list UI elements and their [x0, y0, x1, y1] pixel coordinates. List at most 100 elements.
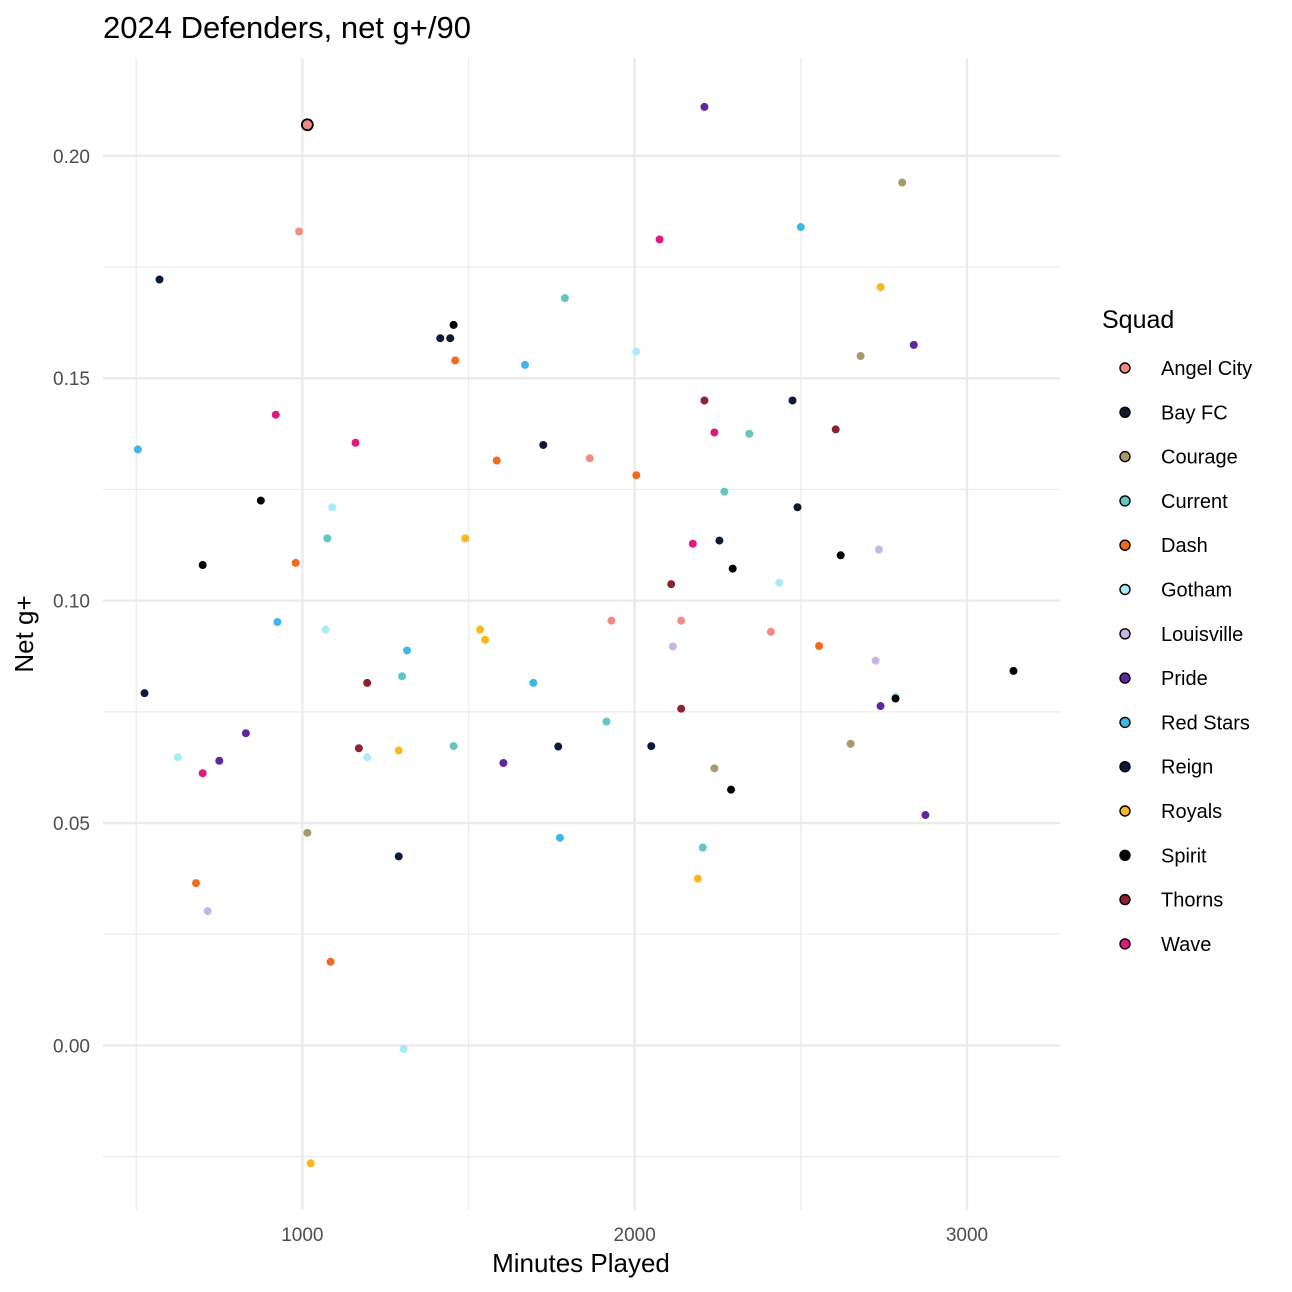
point-dash: [815, 642, 824, 651]
point-dash: [291, 558, 300, 567]
legend-title: Squad: [1102, 306, 1174, 334]
point-gotham: [321, 625, 330, 634]
point-gotham: [328, 503, 337, 512]
point-pride: [215, 756, 224, 765]
y-tick-label: 0.00: [53, 1036, 90, 1057]
legend-key-spirit: [1119, 849, 1131, 861]
x-tick-label: 3000: [946, 1225, 988, 1246]
point-red-stars: [521, 360, 530, 369]
grid-minor-lines: [103, 58, 1060, 1210]
point-thorns: [700, 396, 709, 405]
point-royals: [876, 283, 885, 292]
point-royals: [461, 534, 470, 543]
point-wave: [688, 539, 697, 548]
point-gotham: [363, 753, 372, 762]
point-gotham: [399, 1044, 408, 1053]
legend-label-red-stars: Red Stars: [1161, 712, 1250, 734]
legend-label-courage: Courage: [1161, 447, 1238, 469]
y-axis-title: Net g+: [9, 595, 39, 672]
point-dash: [326, 957, 335, 966]
data-points: [133, 102, 1018, 1168]
x-axis-title: Minutes Played: [492, 1248, 670, 1278]
point-current: [720, 487, 729, 496]
point-angel-city: [607, 616, 616, 625]
point-louisville: [668, 642, 677, 651]
point-reign: [647, 742, 656, 751]
point-angel-city: [295, 227, 304, 236]
point-thorns: [667, 580, 676, 589]
legend-label-current: Current: [1161, 491, 1228, 513]
point-spirit: [449, 320, 458, 329]
y-axis-tick-labels: 0.00 0.05 0.10 0.15 0.20: [53, 147, 90, 1058]
point-dash: [632, 471, 641, 480]
legend-label-dash: Dash: [1161, 535, 1208, 557]
point-red-stars: [796, 223, 805, 232]
legend-key-thorns: [1119, 893, 1131, 906]
point-spirit: [728, 564, 737, 573]
point-spirit: [891, 694, 900, 703]
point-wave: [655, 235, 664, 244]
legend-key-reign: [1119, 761, 1131, 773]
point-thorns: [677, 704, 686, 713]
point-royals: [481, 635, 490, 644]
legend-key-dash: [1119, 539, 1131, 551]
point-bay-fc: [446, 334, 455, 343]
point-thorns: [831, 425, 840, 434]
x-tick-label: 1000: [281, 1225, 323, 1246]
point-spirit: [256, 496, 265, 505]
y-tick-label: 0.15: [53, 369, 90, 390]
point-current: [698, 843, 707, 852]
point-royals: [394, 746, 403, 755]
point-current: [449, 742, 458, 751]
point-bay-fc: [715, 536, 724, 545]
highlighted-point: [300, 118, 314, 132]
point-pride: [499, 758, 508, 767]
point-dash: [192, 879, 201, 888]
point-louisville: [871, 656, 880, 665]
legend-key-angel-city: [1119, 362, 1131, 374]
point-current: [323, 534, 332, 543]
point-louisville: [874, 545, 883, 554]
point-courage: [303, 828, 312, 837]
point-courage: [846, 739, 855, 748]
legend-key-wave: [1119, 938, 1131, 950]
point-current: [398, 672, 407, 681]
point-gotham: [632, 347, 641, 356]
point-pride: [700, 102, 709, 111]
point-angel-city: [766, 627, 775, 636]
point-red-stars: [273, 617, 282, 626]
y-tick-label: 0.20: [53, 147, 90, 168]
point-angel-city: [677, 616, 686, 625]
y-tick-label: 0.05: [53, 814, 90, 835]
point-gotham: [173, 753, 182, 762]
legend-key-bay-fc: [1119, 406, 1131, 418]
point-spirit: [198, 561, 207, 570]
legend-label-royals: Royals: [1161, 801, 1222, 823]
legend-label-angel-city: Angel City: [1161, 358, 1252, 380]
point-pride: [909, 340, 918, 349]
point-royals: [476, 625, 485, 634]
point-courage: [898, 178, 907, 187]
legend-key-pride: [1119, 672, 1131, 684]
point-reign: [554, 742, 563, 751]
point-royals: [693, 874, 702, 883]
point-wave: [198, 769, 207, 778]
point-reign: [155, 275, 164, 284]
point-bay-fc: [539, 440, 548, 449]
point-pride: [241, 729, 250, 738]
point-louisville: [203, 907, 212, 916]
point-gotham: [775, 578, 784, 587]
point-thorns: [354, 744, 363, 753]
point-red-stars: [529, 678, 538, 687]
legend-label-bay-fc: Bay FC: [1161, 402, 1228, 424]
point-thorns: [363, 678, 372, 687]
point-angel-city: [585, 454, 594, 463]
point-dash: [451, 356, 460, 365]
point-wave: [271, 410, 280, 419]
legend-label-gotham: Gotham: [1161, 580, 1232, 602]
legend-label-reign: Reign: [1161, 757, 1213, 779]
y-tick-label: 0.10: [53, 592, 90, 613]
x-axis-tick-labels: 1000 2000 3000: [281, 1225, 988, 1246]
legend-key-louisville: [1119, 628, 1131, 640]
